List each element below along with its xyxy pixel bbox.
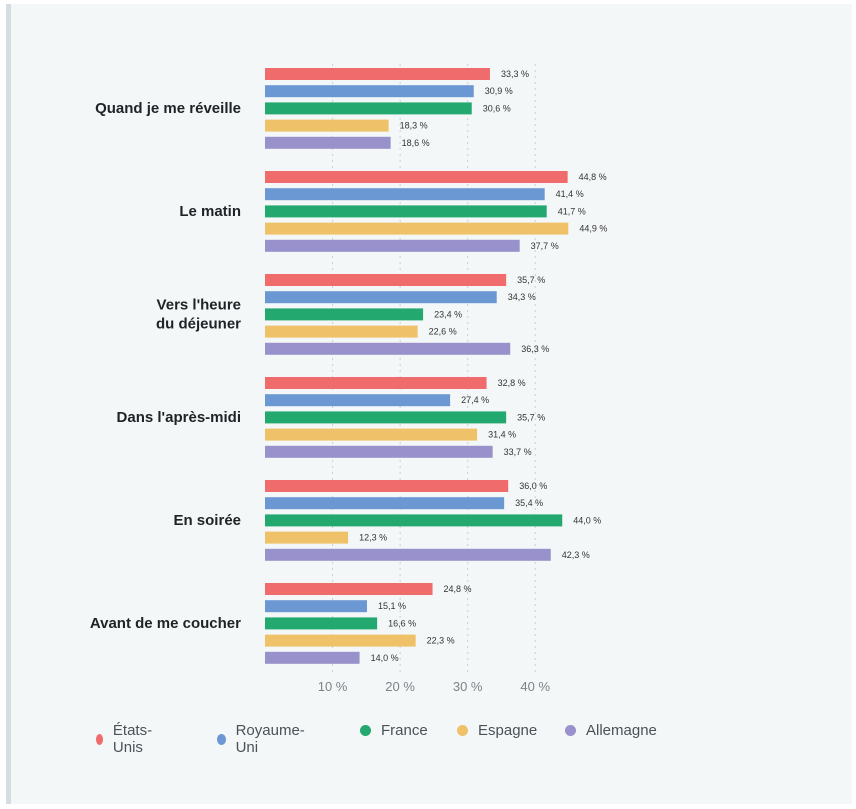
category-label: En soirée — [173, 512, 241, 529]
legend-swatch — [565, 725, 576, 736]
bar — [265, 531, 349, 544]
bar — [265, 600, 368, 613]
category-label: Vers l'heure — [157, 297, 241, 314]
value-label: 23,4 % — [434, 309, 462, 319]
legend-swatch — [96, 733, 103, 745]
value-label: 34,3 % — [508, 292, 536, 302]
bar — [265, 497, 505, 510]
value-label: 35,4 % — [515, 498, 543, 508]
legend-item: France — [360, 722, 428, 739]
value-label: 22,3 % — [427, 636, 455, 646]
value-label: 44,8 % — [579, 172, 607, 182]
legend-label: Espagne — [478, 722, 538, 739]
legend-swatch — [217, 733, 226, 745]
value-label: 37,7 % — [531, 241, 559, 251]
x-tick-label: 30 % — [453, 679, 483, 694]
legend-item: Royaume-Uni — [217, 722, 307, 756]
value-label: 42,3 % — [562, 550, 590, 560]
bar — [265, 205, 547, 218]
bar — [265, 85, 474, 98]
value-label: 31,4 % — [488, 430, 516, 440]
bar — [265, 634, 416, 647]
legend-item: États-Unis — [96, 722, 156, 756]
value-label: 33,7 % — [504, 447, 532, 457]
bar — [265, 308, 424, 321]
bar — [265, 119, 389, 132]
bar — [265, 188, 545, 201]
bar — [265, 102, 472, 115]
bar — [265, 68, 490, 80]
x-tick-label: 10 % — [318, 679, 348, 694]
category-label: Le matin — [179, 203, 241, 220]
value-label: 14,0 % — [371, 653, 399, 663]
bar — [265, 445, 493, 458]
value-label: 12,3 % — [359, 533, 387, 543]
bar — [265, 394, 451, 407]
value-label: 32,8 % — [498, 378, 526, 388]
legend-swatch — [457, 725, 468, 736]
bar-chart: 10 % 20 % 30 % 40 % Quand je me réveille 33,3… — [90, 64, 607, 694]
bar — [265, 651, 360, 664]
legend-label: France — [381, 722, 428, 739]
value-label: 30,6 % — [483, 103, 511, 113]
category-label: Avant de me coucher — [90, 615, 241, 632]
bar — [265, 136, 391, 149]
x-tick-label: 40 % — [520, 679, 550, 694]
legend-label: États-Unis — [112, 722, 153, 756]
value-label: 33,3 % — [501, 69, 529, 79]
value-label: 30,9 % — [485, 86, 513, 96]
category-label: du déjeuner — [156, 316, 241, 333]
value-label: 41,7 % — [558, 206, 586, 216]
value-label: 35,7 % — [517, 275, 545, 285]
value-label: 18,3 % — [400, 121, 428, 131]
bar — [265, 274, 507, 286]
value-label: 22,6 % — [429, 327, 457, 337]
legend-item: Allemagne — [565, 722, 657, 739]
legend-label: Allemagne — [586, 722, 657, 739]
bar — [265, 325, 418, 338]
value-label: 18,6 % — [402, 138, 430, 148]
bar — [265, 222, 569, 235]
bar — [265, 514, 563, 527]
value-label: 15,1 % — [378, 601, 406, 611]
bar — [265, 342, 511, 355]
chart-card: 10 % 20 % 30 % 40 % Quand je me réveille 33,3… — [6, 4, 852, 804]
value-label: 36,3 % — [521, 344, 549, 354]
value-label: 27,4 % — [461, 395, 489, 405]
bar — [265, 291, 497, 304]
bar — [265, 480, 509, 492]
legend-item: Espagne — [457, 722, 537, 739]
bar — [265, 239, 520, 252]
value-label: 41,4 % — [556, 189, 584, 199]
bar — [265, 377, 487, 389]
category-label: Dans l'après-midi — [117, 409, 241, 426]
value-label: 36,0 % — [519, 481, 547, 491]
value-label: 16,6 % — [388, 618, 416, 628]
bar — [265, 583, 433, 595]
bar — [265, 428, 478, 441]
value-label: 24,8 % — [444, 584, 472, 594]
x-tick-label: 20 % — [385, 679, 415, 694]
value-label: 44,0 % — [573, 515, 601, 525]
bar — [265, 548, 551, 561]
bar — [265, 617, 378, 630]
bar — [265, 171, 568, 183]
legend-swatch — [360, 725, 371, 736]
value-label: 35,7 % — [517, 412, 545, 422]
legend-label: Royaume-Uni — [235, 722, 305, 756]
value-label: 44,9 % — [579, 224, 607, 234]
category-label: Quand je me réveille — [95, 100, 241, 117]
bar — [265, 411, 507, 424]
